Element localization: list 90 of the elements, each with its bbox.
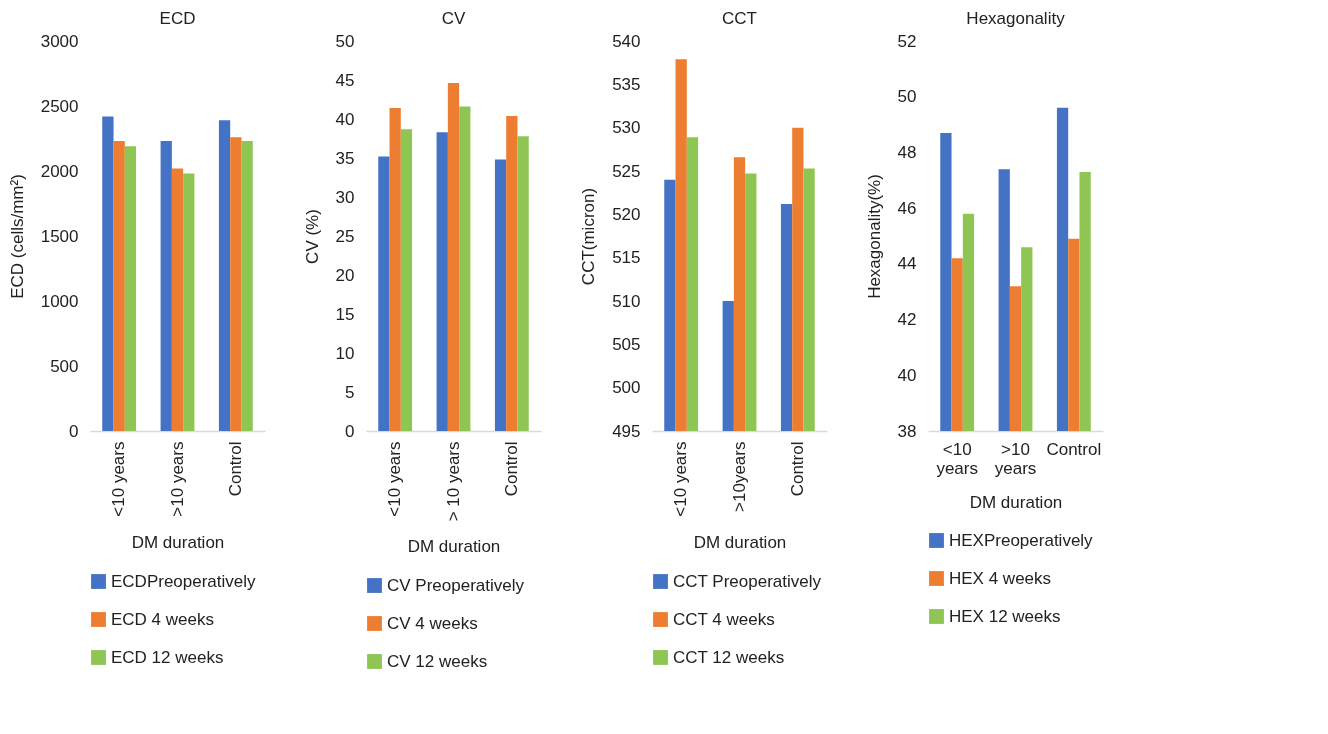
x-axis-title: DM duration xyxy=(969,492,1063,512)
chart-title: ECD xyxy=(159,9,196,28)
y-tick-label: 520 xyxy=(612,204,641,224)
y-tick-label: 1000 xyxy=(40,291,79,311)
y-tick-label: 0 xyxy=(345,421,355,441)
y-tick-label: 530 xyxy=(612,118,641,138)
y-tick-label: 10 xyxy=(335,343,355,363)
y-axis-title: CCT(micron) xyxy=(579,187,599,286)
x-axis-title: DM duration xyxy=(407,537,501,557)
x-tick-label: <10 years xyxy=(109,441,129,517)
x-tick-label: Control xyxy=(225,441,245,497)
x-tick-label: Control xyxy=(1046,439,1102,459)
y-tick-label: 525 xyxy=(612,161,641,181)
x-tick-label: >10 years xyxy=(994,439,1037,478)
bar xyxy=(400,129,413,431)
y-tick-label: 50 xyxy=(897,87,917,107)
x-tick-label: Control xyxy=(501,441,521,497)
x-axis-title: DM duration xyxy=(131,532,225,552)
legend-label: ECDPreoperatively xyxy=(111,571,257,591)
legend-label: CV Preoperatively xyxy=(387,575,525,595)
bar xyxy=(517,136,529,431)
legend-label: CV 12 weeks xyxy=(387,651,488,671)
y-tick-label: 40 xyxy=(897,365,917,385)
y-axis-title: ECD (cells/mm²) xyxy=(7,174,27,299)
legend-label: CCT 12 weeks xyxy=(673,647,785,667)
bar xyxy=(389,108,401,431)
x-tick-label: <10 years xyxy=(385,441,405,517)
y-tick-label: 540 xyxy=(612,31,641,51)
y-tick-label: 2000 xyxy=(40,161,79,181)
chart-title: CCT xyxy=(722,9,757,28)
y-tick-label: 46 xyxy=(897,198,917,218)
y-tick-label: 535 xyxy=(612,74,641,94)
x-tick-label: >10 years xyxy=(167,441,187,517)
y-tick-label: 44 xyxy=(897,254,917,274)
bar xyxy=(171,168,184,431)
y-tick-label: 40 xyxy=(335,109,355,129)
y-tick-label: 38 xyxy=(897,421,917,441)
x-tick-label: > 10 years xyxy=(443,441,463,522)
x-tick-label: >10years xyxy=(729,441,749,512)
y-tick-label: 50 xyxy=(335,31,355,51)
y-tick-label: 3000 xyxy=(40,31,79,51)
y-tick-label: 20 xyxy=(335,265,355,285)
bar xyxy=(102,116,114,431)
y-tick-label: 500 xyxy=(50,356,79,376)
bar xyxy=(506,115,518,431)
bar xyxy=(218,120,231,431)
legend-label: CV 4 weeks xyxy=(387,613,478,633)
chart-title: CV xyxy=(441,9,466,28)
legend-label: ECD 4 weeks xyxy=(111,609,214,629)
y-tick-label: 510 xyxy=(612,291,641,311)
legend-label: HEX 4 weeks xyxy=(949,568,1052,588)
x-tick-label: <10 years xyxy=(936,439,978,478)
bar xyxy=(230,137,242,431)
y-tick-label: 48 xyxy=(897,142,917,162)
y-tick-label: 495 xyxy=(612,421,641,441)
y-axis-title: Hexagonality(%) xyxy=(864,174,884,299)
bar xyxy=(160,141,172,431)
y-tick-label: 0 xyxy=(69,421,79,441)
legend-label: CCT Preoperatively xyxy=(673,571,822,591)
x-axis-title: DM duration xyxy=(693,532,787,552)
y-tick-label: 52 xyxy=(897,31,917,51)
y-axis-title: CV (%) xyxy=(302,209,322,264)
bar xyxy=(183,173,195,431)
bar xyxy=(447,83,460,431)
bar xyxy=(378,156,390,431)
y-tick-label: 15 xyxy=(335,304,355,324)
x-tick-label: <10 years xyxy=(671,441,691,517)
y-tick-label: 25 xyxy=(335,226,355,246)
y-tick-label: 500 xyxy=(612,378,641,398)
y-tick-label: 5 xyxy=(345,382,355,402)
y-tick-label: 2500 xyxy=(40,96,79,116)
bar xyxy=(241,141,253,431)
bar xyxy=(436,132,448,431)
y-tick-label: 515 xyxy=(612,248,641,268)
bar xyxy=(459,106,471,431)
chart-title: Hexagonality xyxy=(966,9,1066,28)
y-tick-label: 505 xyxy=(612,334,641,354)
bar xyxy=(494,159,507,431)
y-tick-label: 1500 xyxy=(40,226,79,246)
y-tick-label: 35 xyxy=(335,148,355,168)
legend-label: CCT 4 weeks xyxy=(673,609,775,629)
legend-label: HEX 12 weeks xyxy=(949,606,1061,626)
bar xyxy=(113,141,125,431)
y-tick-label: 30 xyxy=(335,187,355,207)
bar xyxy=(124,146,137,431)
y-tick-label: 42 xyxy=(897,310,917,330)
y-tick-label: 45 xyxy=(335,70,355,90)
x-tick-label: Control xyxy=(787,441,807,497)
legend-label: ECD 12 weeks xyxy=(111,647,224,667)
legend-label: HEXPreoperatively xyxy=(949,530,1094,550)
